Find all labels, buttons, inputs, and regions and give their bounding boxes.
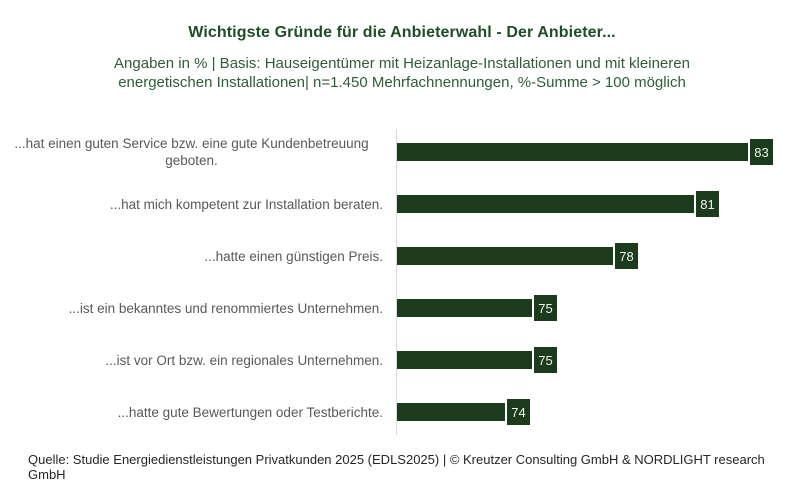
bar bbox=[397, 299, 532, 317]
bar-track: 83 bbox=[397, 139, 804, 165]
bar bbox=[397, 351, 532, 369]
chart-subtitle-line-1: Angaben in % | Basis: Hauseigentümer mit… bbox=[114, 55, 690, 72]
category-label: ...ist ein bekanntes und renommiertes Un… bbox=[68, 300, 383, 316]
bar bbox=[397, 403, 505, 421]
category-label: ...hat mich kompetent zur Installation b… bbox=[109, 196, 383, 212]
bar bbox=[397, 195, 694, 213]
value-badge: 78 bbox=[615, 243, 638, 269]
value-badge: 75 bbox=[534, 347, 557, 373]
chart-subtitle: Angaben in % | Basis: Hauseigentümer mit… bbox=[0, 54, 804, 92]
bar-row: ...hat einen guten Service bzw. eine gut… bbox=[0, 126, 804, 178]
category-cell: ...ist vor Ort bzw. ein regionales Unter… bbox=[0, 352, 397, 369]
bar-track: 75 bbox=[397, 295, 804, 321]
source-note: Quelle: Studie Energiedienstleistungen P… bbox=[28, 452, 765, 482]
bar-row: ...ist ein bekanntes und renommiertes Un… bbox=[0, 282, 804, 334]
bar-row: ...hatte gute Bewertungen oder Testberic… bbox=[0, 386, 804, 438]
chart-subtitle-line-2: energetischen Installationen| n=1.450 Me… bbox=[118, 74, 686, 91]
bar-row: ...ist vor Ort bzw. ein regionales Unter… bbox=[0, 334, 804, 386]
value-badge: 83 bbox=[750, 139, 773, 165]
category-cell: ...hatte einen günstigen Preis. bbox=[0, 248, 397, 265]
category-cell: ...hatte gute Bewertungen oder Testberic… bbox=[0, 404, 397, 421]
bar-track: 81 bbox=[397, 191, 804, 217]
category-label: ...hatte einen günstigen Preis. bbox=[204, 248, 383, 264]
category-cell: ...hat einen guten Service bzw. eine gut… bbox=[0, 135, 397, 169]
value-badge: 81 bbox=[696, 191, 719, 217]
value-badge: 74 bbox=[507, 399, 530, 425]
bar-row: ...hatte einen günstigen Preis. 78 bbox=[0, 230, 804, 282]
y-axis-line bbox=[396, 129, 397, 435]
bar-track: 74 bbox=[397, 399, 804, 425]
bar-track: 78 bbox=[397, 243, 804, 269]
chart-title: Wichtigste Gründe für die Anbieterwahl -… bbox=[188, 24, 616, 41]
category-cell: ...ist ein bekanntes und renommiertes Un… bbox=[0, 300, 397, 317]
bar-row: ...hat mich kompetent zur Installation b… bbox=[0, 178, 804, 230]
category-label: ...ist vor Ort bzw. ein regionales Unter… bbox=[105, 352, 383, 368]
category-label: ...hatte gute Bewertungen oder Testberic… bbox=[117, 404, 383, 420]
value-badge: 75 bbox=[534, 295, 557, 321]
bar-track: 75 bbox=[397, 347, 804, 373]
category-label: ...hat einen guten Service bzw. eine gut… bbox=[14, 136, 369, 168]
bar-chart: ...hat einen guten Service bzw. eine gut… bbox=[0, 126, 804, 438]
category-cell: ...hat mich kompetent zur Installation b… bbox=[0, 196, 397, 213]
bar bbox=[397, 247, 613, 265]
bar bbox=[397, 143, 748, 161]
